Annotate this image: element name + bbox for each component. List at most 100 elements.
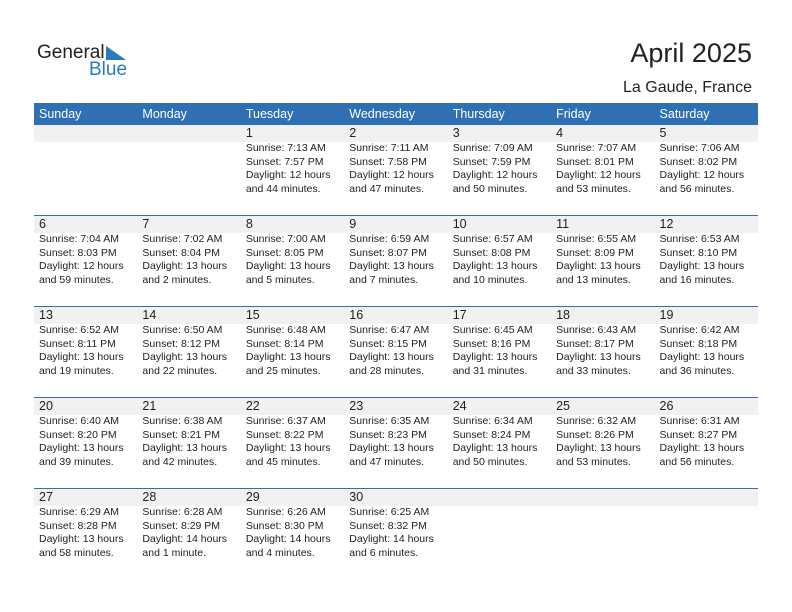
day-cell: 22 Sunrise: 6:37 AM Sunset: 8:22 PM Dayligh… — [241, 398, 344, 469]
empty-cell — [655, 489, 758, 560]
sunrise-text: Sunrise: 6:26 AM — [245, 506, 326, 518]
daylight-minutes-text: and 58 minutes. — [39, 546, 114, 559]
daylight-minutes-text: and 36 minutes. — [659, 364, 735, 377]
logo-word-blue: Blue — [89, 59, 128, 80]
daylight-minutes-text: and 19 minutes. — [39, 364, 114, 377]
sunset-text: Sunset: 8:08 PM — [452, 246, 531, 259]
week-row: 6 Sunrise: 7:04 AM Sunset: 8:03 PM Daylight… — [34, 215, 758, 306]
daylight-text: Daylight: 13 hours — [142, 442, 228, 454]
daylight-text: Daylight: 13 hours — [556, 442, 641, 454]
sunrise-text: Sunrise: 6:37 AM — [245, 415, 326, 427]
sunset-text: Sunset: 8:22 PM — [245, 428, 324, 441]
day-cell: 25 Sunrise: 6:32 AM Sunset: 8:26 PM Dayligh… — [551, 398, 654, 469]
sunrise-text: Sunrise: 6:35 AM — [349, 415, 430, 427]
logo-word-general: General — [37, 42, 105, 63]
daylight-text: Daylight: 12 hours — [659, 169, 745, 181]
sunrise-text: Sunrise: 7:07 AM — [556, 142, 637, 154]
sunset-text: Sunset: 8:03 PM — [39, 246, 117, 259]
day-number: 4 — [556, 126, 564, 140]
sunset-text: Sunset: 8:18 PM — [659, 337, 738, 350]
sunrise-text: Sunrise: 6:32 AM — [556, 415, 637, 427]
day-cell: 1 Sunrise: 7:13 AM Sunset: 7:57 PM Daylight… — [241, 125, 344, 196]
sunrise-text: Sunrise: 6:52 AM — [39, 324, 119, 336]
day-cell: 18 Sunrise: 6:43 AM Sunset: 8:17 PM Dayligh… — [551, 307, 654, 378]
day-cell: 9 Sunrise: 6:59 AM Sunset: 8:07 PM Daylight… — [344, 216, 447, 287]
daylight-minutes-text: and 28 minutes. — [349, 364, 424, 377]
daylight-minutes-text: and 16 minutes. — [659, 273, 735, 286]
day-number: 25 — [556, 399, 571, 413]
day-cell: 2 Sunrise: 7:11 AM Sunset: 7:58 PM Daylight… — [344, 125, 447, 196]
date-band — [34, 307, 758, 324]
day-number: 17 — [452, 308, 467, 322]
daylight-text: Daylight: 12 hours — [245, 169, 331, 181]
daylight-minutes-text: and 2 minutes. — [142, 273, 212, 286]
sunrise-text: Sunrise: 6:50 AM — [142, 324, 223, 336]
week-row: 13 Sunrise: 6:52 AM Sunset: 8:11 PM Dayligh… — [34, 306, 758, 397]
sunrise-text: Sunrise: 6:42 AM — [659, 324, 740, 336]
daylight-text: Daylight: 13 hours — [556, 351, 641, 363]
daylight-text: Daylight: 13 hours — [452, 260, 538, 272]
day-cell: 21 Sunrise: 6:38 AM Sunset: 8:21 PM Dayligh… — [137, 398, 240, 469]
day-cell: 12 Sunrise: 6:53 AM Sunset: 8:10 PM Dayligh… — [655, 216, 758, 287]
sunset-text: Sunset: 8:14 PM — [245, 337, 324, 350]
day-number: 22 — [245, 399, 260, 413]
empty-cell — [137, 125, 240, 196]
sunrise-text: Sunrise: 6:31 AM — [659, 415, 740, 427]
daylight-minutes-text: and 31 minutes. — [452, 364, 528, 377]
sunset-text: Sunset: 8:01 PM — [556, 155, 634, 168]
daylight-minutes-text: and 5 minutes. — [245, 273, 315, 286]
day-number: 9 — [349, 217, 357, 231]
day-number: 3 — [452, 126, 460, 140]
daylight-text: Daylight: 12 hours — [452, 169, 538, 181]
daylight-text: Daylight: 12 hours — [556, 169, 641, 181]
day-number: 27 — [39, 490, 53, 504]
daylight-minutes-text: and 42 minutes. — [142, 455, 218, 468]
sunset-text: Sunset: 8:12 PM — [142, 337, 221, 350]
sunrise-text: Sunrise: 6:34 AM — [452, 415, 533, 427]
daylight-minutes-text: and 53 minutes. — [556, 455, 631, 468]
day-cell: 5 Sunrise: 7:06 AM Sunset: 8:02 PM Daylight… — [655, 125, 758, 196]
daylight-minutes-text: and 50 minutes. — [452, 455, 528, 468]
sunrise-text: Sunrise: 7:13 AM — [245, 142, 326, 154]
day-number: 30 — [349, 490, 364, 504]
daylight-minutes-text: and 4 minutes. — [245, 546, 315, 559]
daylight-text: Daylight: 13 hours — [39, 351, 124, 363]
sunset-text: Sunset: 8:10 PM — [659, 246, 738, 259]
daylight-text: Daylight: 13 hours — [659, 351, 745, 363]
date-band — [34, 398, 758, 415]
day-number: 10 — [452, 217, 467, 231]
daylight-minutes-text: and 47 minutes. — [349, 182, 424, 195]
daylight-text: Daylight: 13 hours — [142, 351, 228, 363]
sunset-text: Sunset: 8:29 PM — [142, 519, 221, 532]
sunrise-text: Sunrise: 6:57 AM — [452, 233, 533, 245]
daylight-minutes-text: and 7 minutes. — [349, 273, 419, 286]
daylight-text: Daylight: 13 hours — [349, 442, 434, 454]
day-cell: 27 Sunrise: 6:29 AM Sunset: 8:28 PM Dayligh… — [34, 489, 137, 560]
sunrise-text: Sunrise: 6:38 AM — [142, 415, 223, 427]
sunrise-text: Sunrise: 7:00 AM — [245, 233, 326, 245]
daylight-minutes-text: and 25 minutes. — [245, 364, 321, 377]
daylight-text: Daylight: 13 hours — [659, 260, 745, 272]
date-band — [34, 489, 758, 506]
weekday-thursday: Thursday — [452, 107, 505, 121]
day-cell: 8 Sunrise: 7:00 AM Sunset: 8:05 PM Daylight… — [241, 216, 344, 287]
day-number: 16 — [349, 308, 364, 322]
day-cell: 11 Sunrise: 6:55 AM Sunset: 8:09 PM Dayligh… — [551, 216, 654, 287]
day-number: 14 — [142, 308, 157, 322]
daylight-minutes-text: and 45 minutes. — [245, 455, 321, 468]
sunrise-text: Sunrise: 7:02 AM — [142, 233, 223, 245]
day-cell: 6 Sunrise: 7:04 AM Sunset: 8:03 PM Daylight… — [34, 216, 137, 287]
weekday-wednesday: Wednesday — [349, 107, 416, 121]
day-number: 21 — [142, 399, 157, 413]
day-number: 8 — [245, 217, 253, 231]
sunrise-text: Sunrise: 7:04 AM — [39, 233, 119, 245]
sunset-text: Sunset: 8:17 PM — [556, 337, 634, 350]
day-number: 18 — [556, 308, 571, 322]
empty-cell — [448, 489, 551, 560]
sunset-text: Sunset: 8:23 PM — [349, 428, 427, 441]
day-number: 23 — [349, 399, 364, 413]
day-cell: 13 Sunrise: 6:52 AM Sunset: 8:11 PM Dayligh… — [34, 307, 137, 378]
daylight-minutes-text: and 59 minutes. — [39, 273, 114, 286]
sunset-text: Sunset: 8:11 PM — [39, 337, 116, 350]
daylight-text: Daylight: 14 hours — [245, 533, 331, 545]
